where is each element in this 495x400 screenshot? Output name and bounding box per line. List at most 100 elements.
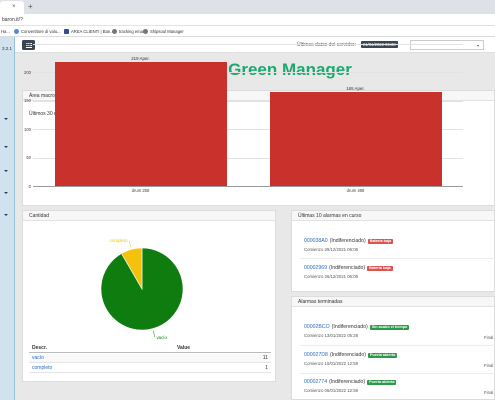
y-tick-label: 100 <box>24 126 31 132</box>
browser-tab[interactable]: × <box>0 1 24 14</box>
alarm-type: (Indiferenciado) <box>329 265 366 271</box>
bookmark-label: Ha... <box>1 29 10 34</box>
alarm-start: Comienzo 26/12/2021 06:08 <box>304 274 358 279</box>
menu-toggle-button[interactable] <box>22 40 35 50</box>
globe-icon <box>14 29 19 34</box>
area-macro-panel: Área macro Últimos 30 días 0 50 100 150 200 2… <box>22 42 495 206</box>
pie-slice-label: completo <box>110 238 128 243</box>
chevron-down-icon[interactable] <box>4 170 8 172</box>
gridline <box>33 129 463 131</box>
bookmark-label: AREA CLIENTI | Ban... <box>71 29 114 34</box>
alarm-type: (Indiferenciado) <box>331 324 368 330</box>
panel-title: Área macro <box>23 91 494 101</box>
bookmark-item[interactable]: tracking email <box>112 28 145 35</box>
alarm-id-link[interactable]: 00002969 <box>304 265 328 271</box>
pie-chart: vacío completo <box>100 238 184 340</box>
tab-close-icon[interactable]: × <box>12 4 16 10</box>
finished-alarms-panel: Alarmas terminadas 00002BCO (Indiferenci… <box>291 296 495 400</box>
row-descr-link[interactable]: vacío <box>32 355 44 361</box>
pie-label-leader <box>152 330 156 338</box>
bar[interactable] <box>54 61 227 186</box>
divider <box>300 258 495 259</box>
bar-data-label: 165 Aper. <box>346 86 365 92</box>
chevron-down-icon[interactable] <box>4 118 8 120</box>
alarm-end: Final <box>484 335 494 340</box>
bookmark-label: Convertitore di valu... <box>21 29 61 34</box>
status-badge: Puerta abierta <box>368 352 398 358</box>
status-badge: Batería baja <box>367 238 394 244</box>
gridline <box>33 186 463 187</box>
list-item: 00002969 (Indiferenciado) Batería baja C… <box>304 265 393 279</box>
bar-data-label: 219 Aper. <box>131 55 150 61</box>
alarm-end: Final <box>484 363 494 368</box>
new-tab-icon[interactable]: + <box>28 2 33 11</box>
address-bar[interactable]: baron.it/? <box>0 14 495 26</box>
chart-subtitle: Últimos 30 días <box>29 111 64 117</box>
cantidad-panel: Cantidad vacío completo Descr. Value vací… <box>22 210 276 382</box>
list-item: 000027D8 (Indiferenciado) Puerta abierta… <box>304 352 398 366</box>
globe-icon <box>112 29 117 34</box>
last-data-label: Últimos datos del servidor: <box>297 42 356 48</box>
alarm-type: (Indiferenciado) <box>329 352 366 358</box>
panel-title: Últimas 10 alarmas en curso <box>292 211 494 221</box>
page-scrollbar[interactable] <box>484 210 495 400</box>
column-header-value: Value <box>177 345 191 351</box>
bar[interactable] <box>269 92 442 186</box>
bank-icon <box>64 29 69 34</box>
app-top-bar: Últimos datos del servidor: 21/01/2022 0… <box>15 37 495 53</box>
alarm-id-link[interactable]: 000038A0 <box>304 238 328 244</box>
gridline <box>33 72 463 74</box>
alarm-type: (Indiferenciado) <box>329 238 366 244</box>
bookmark-item[interactable]: Shipsoul Manager <box>143 28 184 35</box>
row-value: 1 <box>265 365 268 371</box>
alarm-start: Comienzo 10/01/2022 12:59 <box>304 361 358 366</box>
divider <box>300 373 495 374</box>
globe-icon <box>143 29 148 34</box>
divider <box>300 345 495 346</box>
panel-title: Alarmas terminadas <box>292 297 494 307</box>
alarm-id-link[interactable]: 00002BCO <box>304 324 330 330</box>
active-alarms-panel: Últimas 10 alarmas en curso 000038A0 (In… <box>291 210 495 292</box>
bookmark-item[interactable]: AREA CLIENTI | Ban... <box>64 28 114 35</box>
table-row: vacío 11 <box>29 354 271 363</box>
header-select[interactable] <box>410 40 484 50</box>
alarm-end: Final <box>484 390 494 395</box>
y-tick-label: 50 <box>26 155 31 161</box>
bookmark-item[interactable]: Convertitore di valu... <box>14 28 61 35</box>
alarm-id-link[interactable]: 000027D8 <box>304 352 328 358</box>
status-badge: Puerta abierta <box>367 379 397 385</box>
y-tick-label: 0 <box>28 183 31 189</box>
x-tick-label: drum 488 <box>346 188 365 193</box>
table-header-row: Descr. Value <box>29 344 271 353</box>
alarm-start: Comienzo 06/01/2022 12:59 <box>304 388 358 393</box>
alarm-start: Comienzo 29/12/2021 06:08 <box>304 247 358 252</box>
x-tick-label: drum 258 <box>131 188 150 193</box>
y-tick-label: 200 <box>24 69 31 75</box>
table-row: completo 1 <box>29 364 271 373</box>
url-text[interactable]: baron.it/? <box>2 17 23 23</box>
alarm-type: (Indiferenciado) <box>329 379 366 385</box>
status-badge: Sin acabó el tiempo <box>369 324 410 330</box>
chevron-down-icon[interactable] <box>4 192 8 194</box>
browser-tab-strip: × + <box>0 0 495 14</box>
chevron-down-icon[interactable] <box>4 146 8 148</box>
row-value: 11 <box>262 355 268 361</box>
y-tick-label: 250 <box>24 41 31 47</box>
alarm-id-link[interactable]: 00002774 <box>304 379 328 385</box>
list-item: 00002BCO (Indiferenciado) Sin acabó el t… <box>304 324 410 338</box>
app-sidebar: 3.2.1 <box>0 37 15 400</box>
gridline <box>33 100 463 102</box>
bookmark-label: Shipsoul Manager <box>150 29 184 34</box>
alarm-start: Comienzo 13/01/2022 05:28 <box>304 333 358 338</box>
app-version: 3.2.1 <box>2 46 13 51</box>
list-item: 00002774 (Indiferenciado) Puerta abierta… <box>304 379 397 393</box>
bookmark-label: tracking email <box>119 29 145 34</box>
pie-slice-label: vacío <box>156 335 167 340</box>
bookmark-item[interactable]: Ha... <box>1 28 10 35</box>
row-descr-link[interactable]: completo <box>32 365 53 371</box>
pie-slice[interactable] <box>121 247 143 291</box>
panel-title: Cantidad <box>23 211 275 221</box>
column-header-descr: Descr. <box>32 345 48 351</box>
chevron-down-icon[interactable] <box>4 214 8 216</box>
pie-slice[interactable] <box>100 247 184 331</box>
